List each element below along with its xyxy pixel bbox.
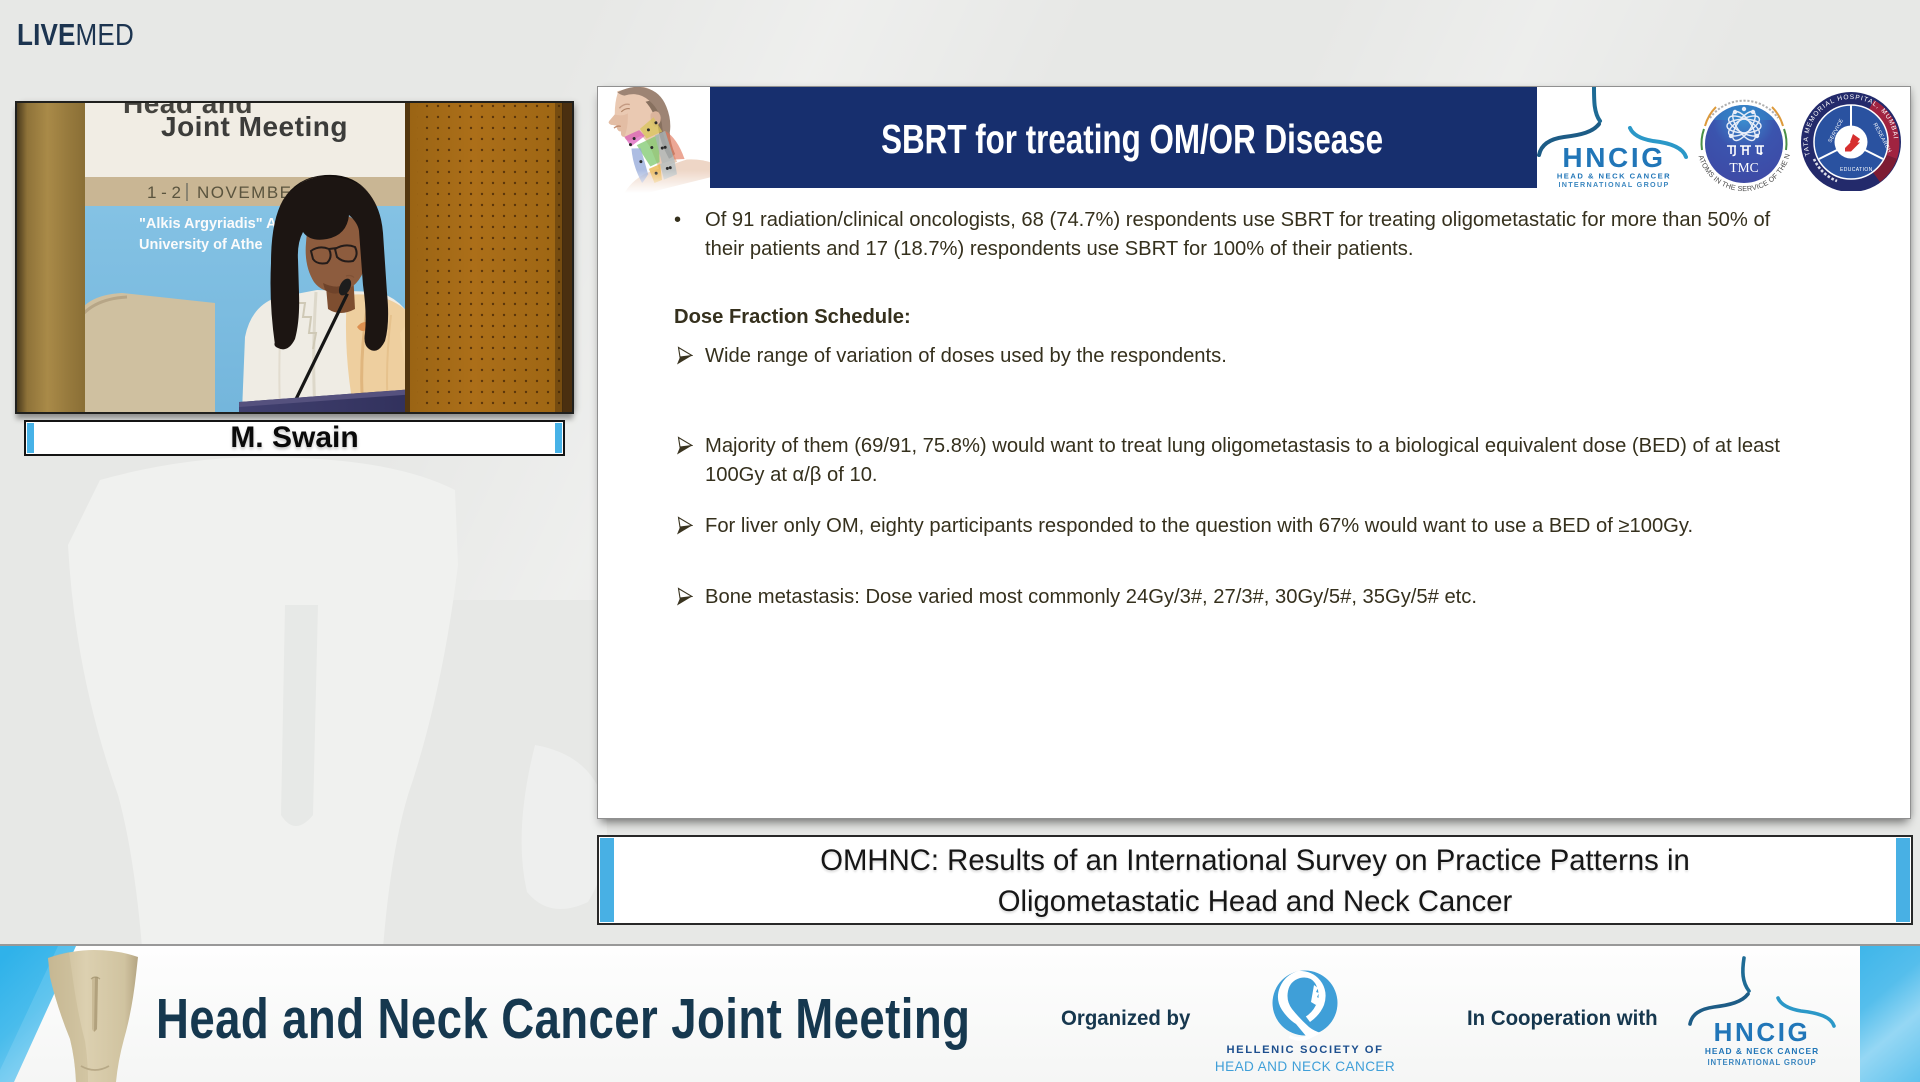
svg-text:TMC: TMC [1729,160,1758,175]
svg-text:"Alkis Argyriadis" An: "Alkis Argyriadis" An [139,216,285,232]
svg-text:HEAD & NECK CANCER: HEAD & NECK CANCER [1705,1046,1819,1056]
svg-text:HELLENIC SOCIETY OF: HELLENIC SOCIETY OF [1227,1044,1384,1056]
svg-text:HEAD AND NECK CANCER: HEAD AND NECK CANCER [1215,1059,1395,1074]
svg-text:EDUCATION: EDUCATION [1840,167,1873,173]
svg-text:HNCIG: HNCIG [1562,142,1665,173]
svg-text:INTERNATIONAL GROUP: INTERNATIONAL GROUP [1558,180,1669,188]
svg-text:HNCIG: HNCIG [1714,1017,1811,1047]
svg-text:INTERNATIONAL GROUP: INTERNATIONAL GROUP [1708,1058,1817,1067]
svg-text:NOVEMBER: NOVEMBER [197,183,306,202]
svg-text:HEAD & NECK CANCER: HEAD & NECK CANCER [1557,172,1671,181]
svg-text:1 - 2: 1 - 2 [147,183,181,202]
svg-text:University of Athe: University of Athe [139,237,263,253]
svg-text:Joint Meeting: Joint Meeting [161,111,348,142]
